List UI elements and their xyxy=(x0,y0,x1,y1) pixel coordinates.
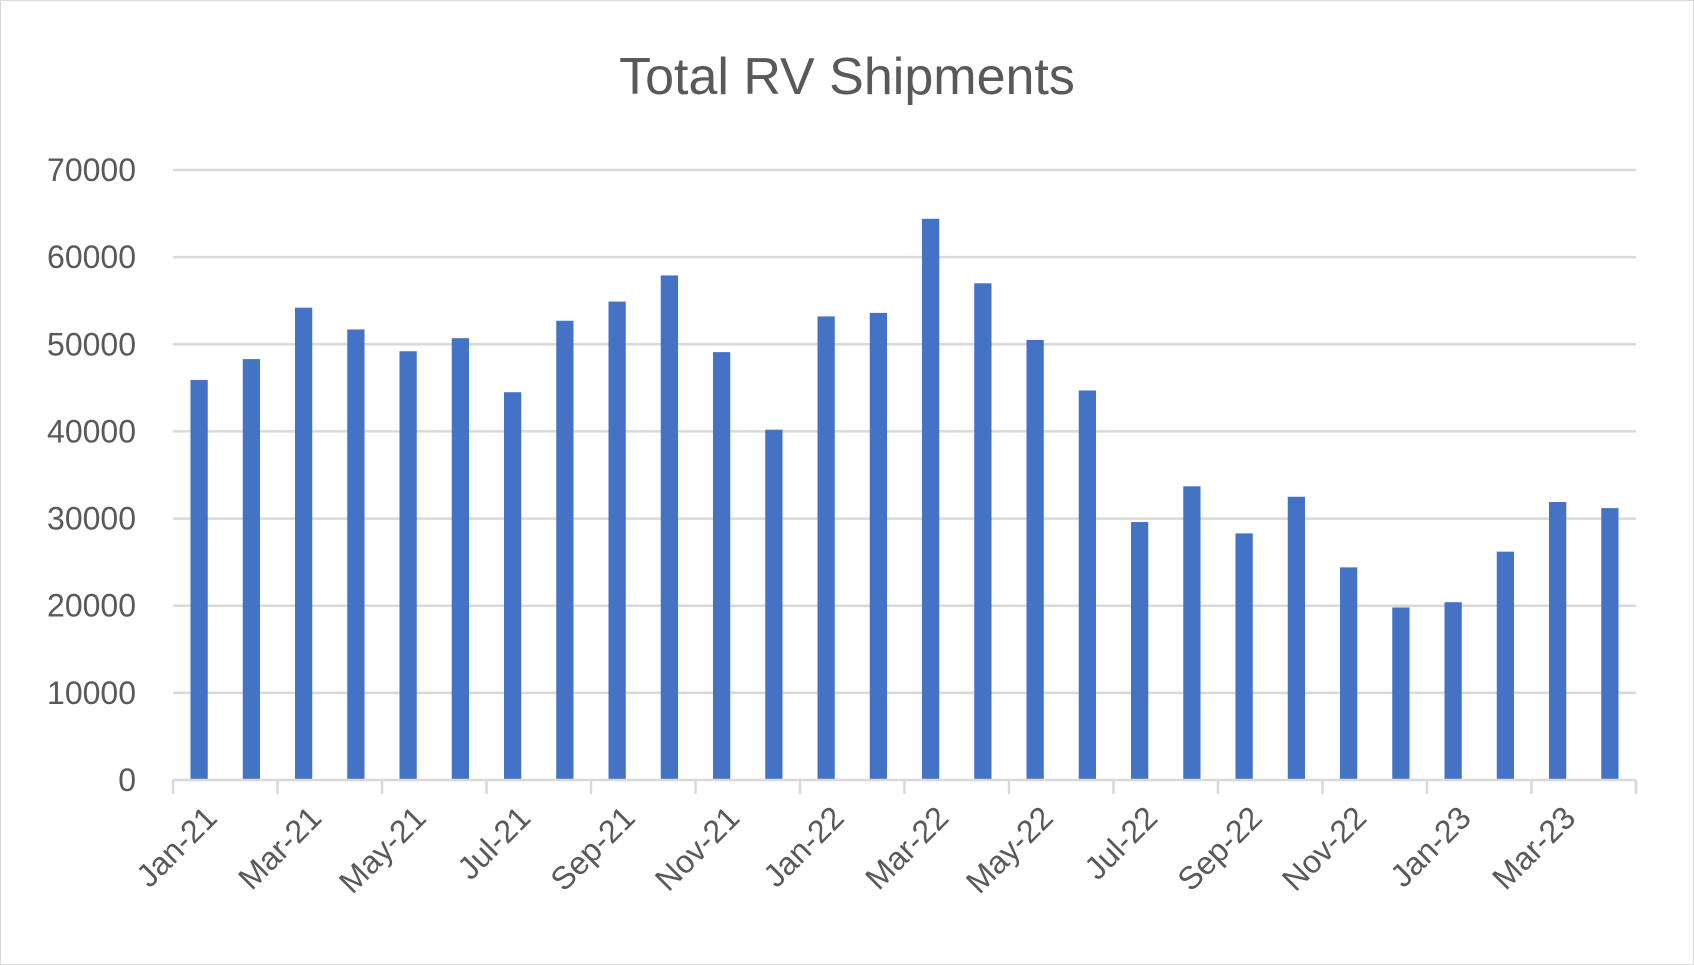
bar xyxy=(1235,533,1253,780)
x-tick-label: May-21 xyxy=(332,799,433,900)
y-tick-label: 70000 xyxy=(47,152,136,188)
bar xyxy=(1549,502,1567,780)
x-tick-label: Jan-21 xyxy=(129,799,224,894)
bar xyxy=(1601,508,1619,780)
x-tick-label: Mar-22 xyxy=(858,799,955,896)
bar xyxy=(1026,339,1044,780)
bar xyxy=(504,392,522,780)
bar xyxy=(1340,567,1358,780)
y-tick-label: 10000 xyxy=(47,675,136,711)
bar xyxy=(451,338,469,780)
y-tick-label: 50000 xyxy=(47,326,136,362)
bar xyxy=(1287,496,1305,780)
bar xyxy=(295,307,313,780)
y-tick-label: 30000 xyxy=(47,501,136,537)
x-tick-label: Sep-21 xyxy=(543,799,641,897)
bar xyxy=(922,218,940,781)
bar xyxy=(1444,602,1462,780)
x-tick-label: Nov-22 xyxy=(1275,799,1373,897)
x-tick-label: Mar-21 xyxy=(231,799,328,896)
bars xyxy=(190,218,1619,781)
bar xyxy=(242,359,260,780)
x-tick-label: Nov-21 xyxy=(648,799,746,897)
bar xyxy=(190,380,208,780)
bar xyxy=(660,275,678,780)
y-tick-label: 20000 xyxy=(47,588,136,624)
x-tick-label: Jul-22 xyxy=(1077,799,1164,886)
bar xyxy=(765,429,783,780)
x-axis-tick-labels: Jan-21 Mar-21 May-21 Jul-21 Sep-21 Nov-21 Jan-… xyxy=(129,799,1582,900)
bar xyxy=(1392,607,1410,780)
bar xyxy=(1131,522,1149,780)
bar xyxy=(974,283,992,780)
x-tick-label: Mar-23 xyxy=(1485,799,1582,896)
x-tick-label: May-22 xyxy=(959,799,1060,900)
y-axis-tick-labels: 0 10000 20000 30000 40000 50000 60000 70000 xyxy=(47,152,136,798)
x-axis xyxy=(171,778,1638,794)
x-tick-label: Jan-22 xyxy=(756,799,851,894)
bar xyxy=(1496,551,1514,780)
y-tick-label: 60000 xyxy=(47,239,136,275)
bar xyxy=(869,312,887,780)
bar xyxy=(347,329,365,780)
bar xyxy=(399,351,417,780)
y-tick-label: 0 xyxy=(118,762,136,798)
x-tick-label: Sep-22 xyxy=(1170,799,1268,897)
x-tick-label: Jul-21 xyxy=(450,799,537,886)
bar xyxy=(1183,486,1201,780)
gridlines xyxy=(173,168,1636,695)
bar xyxy=(1078,390,1096,780)
bar xyxy=(817,316,835,780)
bar xyxy=(556,320,574,780)
x-tick-label: Jan-23 xyxy=(1383,799,1478,894)
bar xyxy=(713,352,731,780)
bar xyxy=(608,301,626,780)
y-tick-label: 40000 xyxy=(47,413,136,449)
chart-title: Total RV Shipments xyxy=(619,48,1075,106)
